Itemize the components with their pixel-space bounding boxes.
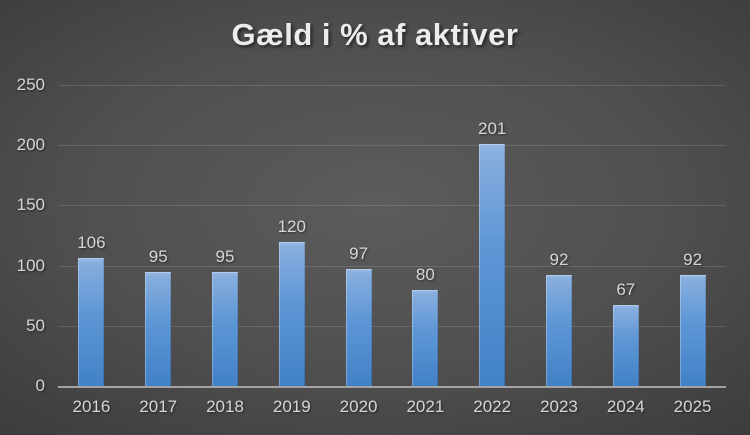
bar-data-label: 106 <box>77 233 106 253</box>
y-tick-label: 200 <box>16 135 45 155</box>
bar-slot-2023: 92 <box>526 85 593 386</box>
x-tick-label: 2022 <box>473 397 512 416</box>
bar-data-label: 95 <box>215 246 235 266</box>
gridline-y-250 <box>58 85 726 86</box>
bar-slot-2022: 201 <box>459 85 526 386</box>
gridline-y-100 <box>58 265 726 267</box>
chart-title: Gæld i % af aktiver <box>231 17 519 52</box>
bar-2024 <box>612 305 639 386</box>
bar-slot-2018: 95 <box>192 85 259 386</box>
bar-slot-2016: 106 <box>58 85 125 386</box>
x-tick-label: 2018 <box>206 397 244 416</box>
gridline-y-200 <box>58 145 726 147</box>
bar-2023 <box>545 275 572 386</box>
bar-slot-2017: 95 <box>125 85 192 386</box>
y-tick-label: 150 <box>16 195 45 215</box>
bar-data-label: 92 <box>549 250 569 270</box>
bar-data-label: 201 <box>477 119 507 138</box>
y-tick-label: 100 <box>16 255 45 275</box>
bar-2019 <box>278 241 305 386</box>
bar-data-label: 67 <box>616 280 636 300</box>
bar-2018 <box>211 271 238 386</box>
gridline-y-150 <box>58 205 726 207</box>
x-tick-label: 2023 <box>540 397 578 416</box>
bar-2020 <box>345 269 372 386</box>
y-tick-label: 50 <box>26 315 45 335</box>
bar-slot-2025: 92 <box>659 85 726 386</box>
bar-2021 <box>412 289 439 386</box>
y-tick-label: 0 <box>35 376 45 395</box>
bar-2022 <box>479 144 506 386</box>
bar-slot-2021: 80 <box>392 85 459 386</box>
bar-slot-2019: 120 <box>258 85 325 386</box>
bar-slot-2024: 67 <box>592 85 659 386</box>
bar-2017 <box>145 271 172 386</box>
bar-data-label: 97 <box>349 244 369 264</box>
bar-data-label: 80 <box>415 264 435 284</box>
bar-data-label: 95 <box>148 246 168 266</box>
bar-2025 <box>679 275 706 386</box>
x-tick-label: 2025 <box>673 397 712 416</box>
x-axis-labels: 2016 2017 2018 2019 2020 2021 2022 2023 2024 2025 <box>58 397 726 417</box>
gridline-y-50 <box>58 325 726 327</box>
y-axis-labels: 0 50 100 150 200 250 <box>0 75 45 395</box>
y-tick-label: 250 <box>16 75 45 94</box>
x-tick-label: 2021 <box>406 397 445 416</box>
bar-slot-2020: 97 <box>325 85 392 386</box>
x-tick-label: 2020 <box>339 397 378 416</box>
plot-area: 106 95 95 120 97 80 201 92 67 92 <box>58 85 726 388</box>
x-tick-label: 2019 <box>272 397 311 416</box>
bar-data-label: 120 <box>277 216 306 236</box>
x-tick-label: 2016 <box>72 397 111 416</box>
bar-data-label: 92 <box>683 250 703 270</box>
x-tick-label: 2024 <box>606 397 645 416</box>
bar-2016 <box>78 258 105 386</box>
bars-row: 106 95 95 120 97 80 201 92 67 92 <box>58 85 726 386</box>
x-tick-label: 2017 <box>139 397 178 416</box>
